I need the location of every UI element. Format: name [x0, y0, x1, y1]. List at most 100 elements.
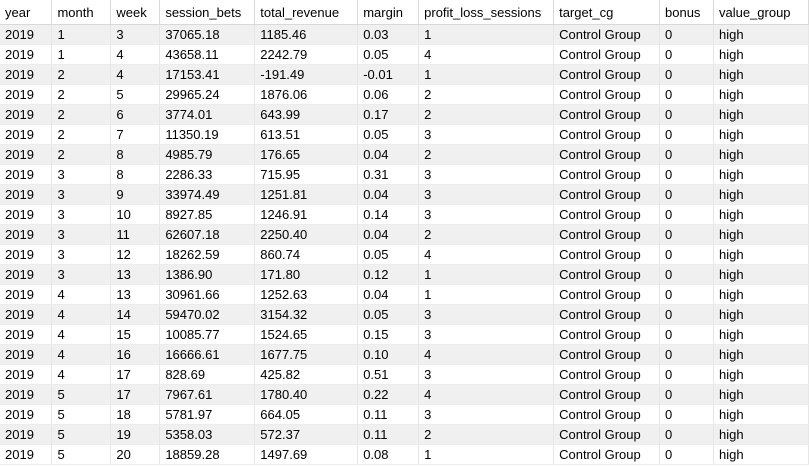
cell-profit-loss-sessions[interactable]: 1	[418, 64, 555, 85]
cell-year[interactable]: 2019	[0, 324, 53, 345]
cell-total-revenue[interactable]: 171.80	[254, 264, 359, 285]
cell-month[interactable]: 2	[51, 84, 112, 105]
cell-target-cg[interactable]: Control Group	[553, 184, 661, 205]
table-row[interactable]: 2019 4 14 59470.02 3154.32 0.05 3 Control Group…	[0, 304, 809, 325]
cell-session-bets[interactable]: 2286.33	[159, 164, 256, 185]
column-header-month[interactable]: month	[51, 0, 112, 25]
cell-year[interactable]: 2019	[0, 264, 53, 285]
cell-year[interactable]: 2019	[0, 244, 53, 265]
cell-total-revenue[interactable]: 860.74	[254, 244, 359, 265]
cell-session-bets[interactable]: 11350.19	[159, 124, 256, 145]
cell-margin[interactable]: -0.01	[357, 64, 420, 85]
cell-month[interactable]: 5	[51, 424, 112, 445]
cell-year[interactable]: 2019	[0, 84, 53, 105]
cell-value-group[interactable]: high	[713, 64, 809, 85]
cell-month[interactable]: 4	[51, 364, 112, 385]
table-row[interactable]: 2019 3 12 18262.59 860.74 0.05 4 Control Group 0…	[0, 244, 809, 265]
table-row[interactable]: 2019 2 6 3774.01 643.99 0.17 2 Control Group 0 hi…	[0, 104, 809, 125]
cell-margin[interactable]: 0.03	[357, 24, 420, 45]
cell-month[interactable]: 5	[51, 384, 112, 405]
cell-bonus[interactable]: 0	[659, 244, 714, 265]
cell-total-revenue[interactable]: 715.95	[254, 164, 359, 185]
cell-bonus[interactable]: 0	[659, 264, 714, 285]
cell-month[interactable]: 5	[51, 404, 112, 425]
cell-target-cg[interactable]: Control Group	[553, 324, 661, 345]
cell-bonus[interactable]: 0	[659, 144, 714, 165]
cell-session-bets[interactable]: 43658.11	[159, 44, 256, 65]
cell-bonus[interactable]: 0	[659, 384, 714, 405]
cell-total-revenue[interactable]: 1252.63	[254, 284, 359, 305]
cell-total-revenue[interactable]: 425.82	[254, 364, 359, 385]
cell-week[interactable]: 5	[110, 84, 161, 105]
cell-margin[interactable]: 0.04	[357, 284, 420, 305]
cell-profit-loss-sessions[interactable]: 3	[418, 184, 555, 205]
cell-profit-loss-sessions[interactable]: 1	[418, 444, 555, 465]
column-header-session-bets[interactable]: session_bets	[159, 0, 256, 25]
table-row[interactable]: 2019 3 9 33974.49 1251.81 0.04 3 Control Group 0…	[0, 184, 809, 205]
cell-target-cg[interactable]: Control Group	[553, 384, 661, 405]
cell-profit-loss-sessions[interactable]: 4	[418, 344, 555, 365]
cell-week[interactable]: 7	[110, 124, 161, 145]
cell-year[interactable]: 2019	[0, 104, 53, 125]
cell-session-bets[interactable]: 29965.24	[159, 84, 256, 105]
cell-total-revenue[interactable]: 1876.06	[254, 84, 359, 105]
cell-year[interactable]: 2019	[0, 144, 53, 165]
cell-profit-loss-sessions[interactable]: 3	[418, 364, 555, 385]
cell-year[interactable]: 2019	[0, 364, 53, 385]
cell-session-bets[interactable]: 4985.79	[159, 144, 256, 165]
cell-value-group[interactable]: high	[713, 184, 809, 205]
cell-bonus[interactable]: 0	[659, 64, 714, 85]
cell-total-revenue[interactable]: 1780.40	[254, 384, 359, 405]
cell-session-bets[interactable]: 30961.66	[159, 284, 256, 305]
table-row[interactable]: 2019 3 8 2286.33 715.95 0.31 3 Control Group 0 hi…	[0, 164, 809, 185]
cell-value-group[interactable]: high	[713, 224, 809, 245]
cell-month[interactable]: 4	[51, 344, 112, 365]
cell-month[interactable]: 4	[51, 324, 112, 345]
cell-bonus[interactable]: 0	[659, 164, 714, 185]
cell-bonus[interactable]: 0	[659, 284, 714, 305]
cell-margin[interactable]: 0.15	[357, 324, 420, 345]
cell-value-group[interactable]: high	[713, 444, 809, 465]
cell-session-bets[interactable]: 3774.01	[159, 104, 256, 125]
column-header-value-group[interactable]: value_group	[713, 0, 809, 25]
cell-profit-loss-sessions[interactable]: 2	[418, 84, 555, 105]
cell-month[interactable]: 3	[51, 264, 112, 285]
cell-year[interactable]: 2019	[0, 164, 53, 185]
cell-year[interactable]: 2019	[0, 424, 53, 445]
cell-bonus[interactable]: 0	[659, 424, 714, 445]
cell-week[interactable]: 11	[110, 224, 161, 245]
cell-value-group[interactable]: high	[713, 264, 809, 285]
cell-target-cg[interactable]: Control Group	[553, 164, 661, 185]
cell-total-revenue[interactable]: 572.37	[254, 424, 359, 445]
cell-month[interactable]: 4	[51, 304, 112, 325]
cell-profit-loss-sessions[interactable]: 2	[418, 144, 555, 165]
cell-profit-loss-sessions[interactable]: 3	[418, 164, 555, 185]
cell-target-cg[interactable]: Control Group	[553, 344, 661, 365]
cell-year[interactable]: 2019	[0, 404, 53, 425]
cell-value-group[interactable]: high	[713, 384, 809, 405]
cell-value-group[interactable]: high	[713, 344, 809, 365]
cell-margin[interactable]: 0.04	[357, 184, 420, 205]
cell-margin[interactable]: 0.51	[357, 364, 420, 385]
cell-target-cg[interactable]: Control Group	[553, 244, 661, 265]
cell-profit-loss-sessions[interactable]: 2	[418, 224, 555, 245]
cell-week[interactable]: 19	[110, 424, 161, 445]
cell-total-revenue[interactable]: 1185.46	[254, 24, 359, 45]
table-row[interactable]: 2019 2 7 11350.19 613.51 0.05 3 Control Group 0 h…	[0, 124, 809, 145]
cell-margin[interactable]: 0.05	[357, 304, 420, 325]
cell-profit-loss-sessions[interactable]: 4	[418, 44, 555, 65]
cell-margin[interactable]: 0.08	[357, 444, 420, 465]
table-row[interactable]: 2019 5 19 5358.03 572.37 0.11 2 Control Group 0 h…	[0, 424, 809, 445]
cell-session-bets[interactable]: 18262.59	[159, 244, 256, 265]
cell-value-group[interactable]: high	[713, 124, 809, 145]
cell-week[interactable]: 17	[110, 364, 161, 385]
cell-profit-loss-sessions[interactable]: 3	[418, 124, 555, 145]
cell-margin[interactable]: 0.06	[357, 84, 420, 105]
cell-week[interactable]: 6	[110, 104, 161, 125]
cell-year[interactable]: 2019	[0, 444, 53, 465]
cell-month[interactable]: 3	[51, 244, 112, 265]
cell-month[interactable]: 3	[51, 164, 112, 185]
cell-bonus[interactable]: 0	[659, 84, 714, 105]
cell-profit-loss-sessions[interactable]: 2	[418, 424, 555, 445]
cell-value-group[interactable]: high	[713, 244, 809, 265]
